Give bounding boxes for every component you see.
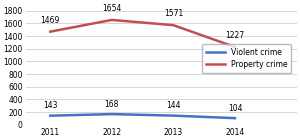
Text: 144: 144 [166, 101, 181, 110]
Property crime [49, 31, 52, 32]
Violent crime [49, 115, 52, 116]
Line: Property crime: Property crime [50, 20, 235, 47]
Text: 1227: 1227 [225, 31, 244, 40]
Text: 143: 143 [43, 101, 58, 110]
Text: 1654: 1654 [102, 4, 122, 13]
Text: 168: 168 [105, 100, 119, 108]
Text: 104: 104 [228, 104, 242, 113]
Property crime [110, 19, 114, 21]
Violent crime [233, 117, 237, 119]
Violent crime [110, 113, 114, 115]
Property crime [172, 24, 175, 26]
Line: Violent crime: Violent crime [50, 114, 235, 118]
Property crime [233, 46, 237, 48]
Text: 1469: 1469 [40, 16, 60, 25]
Legend: Violent crime, Property crime: Violent crime, Property crime [202, 44, 291, 73]
Text: 1571: 1571 [164, 9, 183, 18]
Violent crime [172, 115, 175, 116]
